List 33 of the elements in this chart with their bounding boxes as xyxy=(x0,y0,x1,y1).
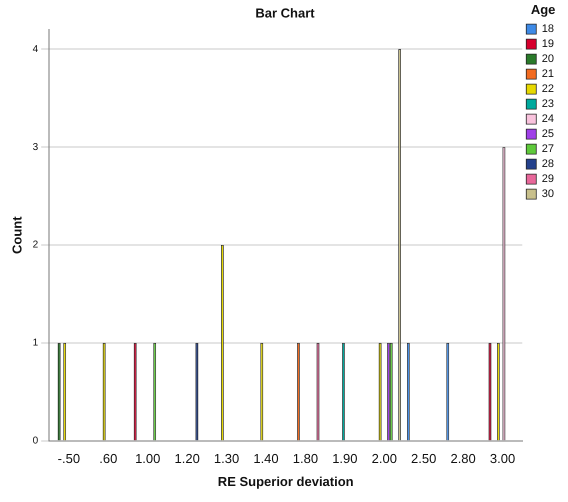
legend-label: 25 xyxy=(542,128,554,140)
x-tick-label: .60 xyxy=(99,451,118,466)
y-tick-label: 1 xyxy=(32,338,39,349)
legend-label: 20 xyxy=(542,53,554,66)
x-axis-title: RE Superior deviation xyxy=(218,474,354,489)
y-axis-title: Count xyxy=(9,216,24,254)
y-tick-label: 3 xyxy=(32,142,39,153)
x-tick-label: 3.00 xyxy=(490,451,516,466)
legend-label: 30 xyxy=(542,188,554,200)
x-tick-label: 1.80 xyxy=(292,451,318,466)
chart-title: Bar Chart xyxy=(255,5,316,20)
legend-label: 22 xyxy=(542,83,554,96)
x-tick-label: 1.40 xyxy=(253,451,279,466)
legend-label: 24 xyxy=(542,113,554,126)
x-tick-label: 1.30 xyxy=(214,451,240,466)
x-tick-label: 1.90 xyxy=(332,451,358,466)
x-tick-label: 2.50 xyxy=(411,451,436,466)
y-tick-label: 4 xyxy=(32,44,39,55)
legend-label: 27 xyxy=(542,143,554,156)
legend-label: 28 xyxy=(542,158,554,170)
y-tick-label: 2 xyxy=(32,240,39,251)
legend-title: Age xyxy=(530,2,556,18)
legend-label: 19 xyxy=(542,38,554,50)
legend-label: 21 xyxy=(542,68,554,80)
x-tick-label: -.50 xyxy=(58,451,80,466)
legend-label: 23 xyxy=(542,98,554,110)
x-tick-label: 2.80 xyxy=(450,451,476,466)
x-tick-label: 1.20 xyxy=(174,451,200,466)
x-tick-label: 2.00 xyxy=(372,451,397,466)
legend-label: 18 xyxy=(542,23,554,36)
y-tick-label: 0 xyxy=(32,436,39,447)
legend-label: 29 xyxy=(542,173,554,186)
x-tick-label: 1.00 xyxy=(135,451,160,466)
